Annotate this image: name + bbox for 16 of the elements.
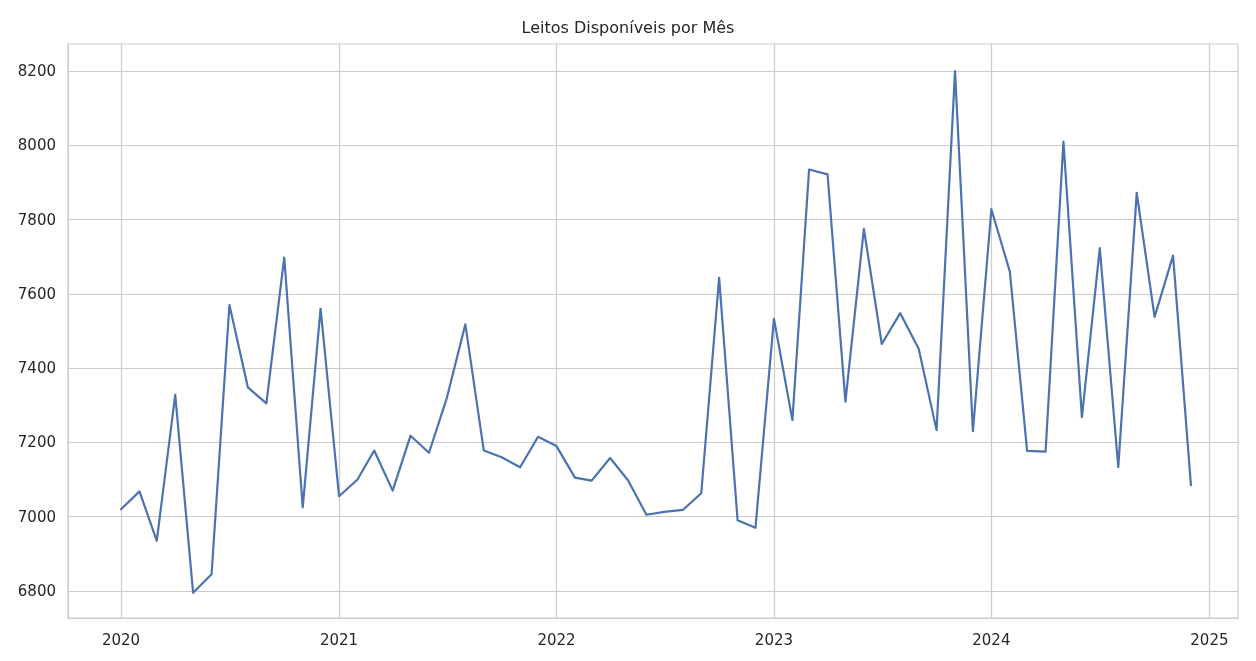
x-tick-label: 2022 [537,630,576,649]
x-tick-label: 2025 [1190,630,1229,649]
line-series [119,70,1193,594]
y-tick-label: 7200 [17,433,56,452]
y-tick-label: 7400 [17,359,56,378]
y-tick-label: 7800 [17,210,56,229]
x-tick-label: 2023 [754,630,794,649]
y-tick-label: 6800 [17,581,56,600]
x-tick-label: 2024 [972,630,1011,649]
y-tick-label: 7600 [17,284,56,303]
x-tick-label: 2020 [101,630,141,649]
y-tick-label: 7000 [17,507,56,526]
y-tick-label: 8000 [17,136,56,155]
x-tick-label: 2021 [319,630,359,649]
y-tick-label: 8200 [17,62,56,81]
chart-title: Leitos Disponíveis por Mês [521,17,735,37]
